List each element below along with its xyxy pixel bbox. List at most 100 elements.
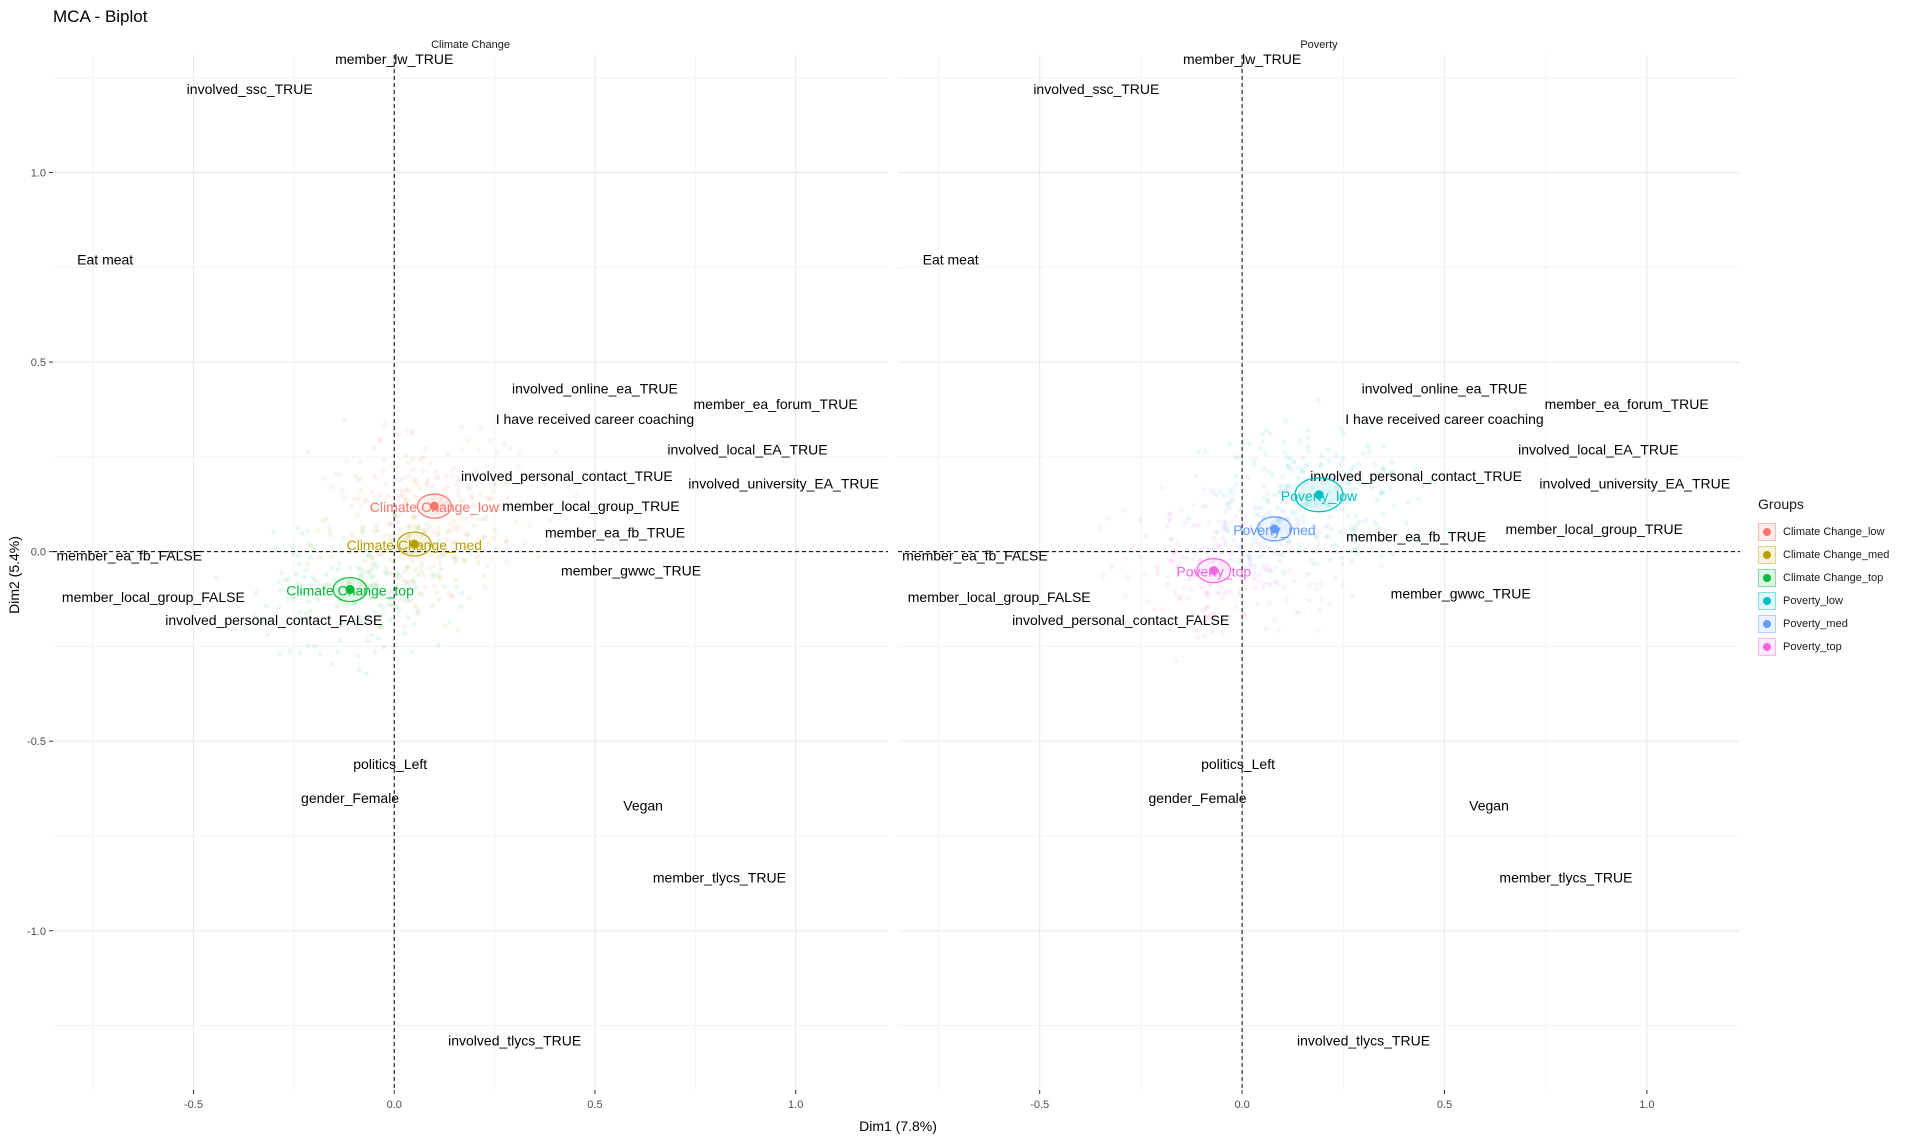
individual-point	[1285, 462, 1291, 469]
individual-point	[1122, 593, 1128, 600]
individual-point	[1325, 533, 1331, 540]
individual-point	[415, 609, 422, 615]
individual-point	[432, 543, 438, 550]
individual-point	[1176, 596, 1183, 602]
individual-point	[1280, 552, 1286, 558]
individual-point	[1297, 438, 1303, 444]
individual-point	[384, 570, 390, 576]
individual-point	[337, 593, 343, 599]
individual-point	[380, 604, 386, 610]
individual-point	[415, 523, 421, 529]
individual-point	[340, 535, 346, 541]
individual-point	[378, 624, 384, 630]
individual-point	[422, 584, 428, 590]
individual-point	[470, 502, 476, 508]
individual-point	[1323, 533, 1329, 539]
individual-point	[1363, 517, 1369, 524]
individual-point	[258, 617, 265, 623]
individual-point	[1097, 524, 1104, 531]
individual-point	[373, 580, 379, 586]
individual-point	[231, 626, 237, 632]
individual-point	[1281, 439, 1287, 445]
individual-point	[1200, 608, 1206, 614]
individual-point	[368, 582, 374, 588]
individual-point	[1299, 468, 1305, 474]
facet-title: Climate Change	[431, 39, 510, 51]
individual-point	[1221, 519, 1227, 525]
individual-point	[1216, 544, 1222, 550]
individual-point	[1305, 500, 1312, 506]
individual-point	[1228, 589, 1234, 595]
individual-point	[401, 494, 408, 500]
individual-point	[451, 518, 457, 524]
individual-point	[1270, 472, 1276, 478]
individual-point	[368, 595, 374, 601]
individual-point	[452, 528, 458, 534]
individual-point	[1290, 468, 1296, 474]
legend-item: Poverty_top	[1758, 635, 1918, 658]
individual-point	[1322, 524, 1328, 530]
individual-point	[392, 576, 398, 582]
individual-point	[315, 528, 321, 534]
individual-point	[495, 502, 502, 509]
individual-point	[483, 494, 489, 500]
individual-point	[1265, 497, 1271, 503]
individual-point	[378, 592, 384, 598]
individual-point	[305, 449, 311, 455]
individual-point	[1352, 546, 1358, 552]
individual-point	[383, 565, 389, 571]
group-centroid	[1209, 566, 1219, 576]
individual-point	[323, 516, 329, 523]
individual-point	[299, 531, 305, 537]
legend-swatch	[1763, 619, 1771, 628]
individual-point	[466, 595, 472, 601]
individual-point	[279, 570, 285, 576]
individual-point	[1373, 521, 1379, 527]
variable-label: politics_Left	[1201, 756, 1275, 772]
individual-point	[445, 529, 451, 535]
individual-point	[1260, 529, 1266, 535]
individual-point	[329, 543, 336, 550]
individual-point	[1205, 590, 1211, 596]
individual-point	[403, 429, 409, 435]
legend-label: Poverty_low	[1783, 594, 1843, 607]
individual-point	[1366, 444, 1372, 450]
individual-point	[1268, 567, 1274, 574]
individual-point	[1380, 465, 1386, 472]
individual-point	[1275, 517, 1281, 523]
individual-point	[304, 528, 310, 534]
individual-point	[1315, 397, 1322, 403]
legend-key	[1758, 522, 1776, 541]
individual-point	[405, 597, 411, 604]
individual-point	[371, 561, 377, 567]
individual-point	[398, 509, 404, 515]
individual-point	[306, 599, 312, 605]
individual-point	[1282, 523, 1288, 530]
individual-point	[413, 477, 420, 483]
individual-point	[377, 438, 383, 444]
individual-point	[369, 554, 375, 561]
individual-point	[1204, 590, 1210, 596]
individual-point	[501, 470, 507, 476]
individual-point	[1277, 488, 1284, 494]
individual-point	[1105, 516, 1111, 522]
individual-point	[306, 541, 312, 547]
individual-point	[1274, 504, 1280, 510]
individual-point	[1284, 464, 1291, 470]
individual-point	[435, 596, 441, 602]
individual-point	[346, 579, 352, 585]
individual-point	[1333, 453, 1339, 459]
individual-point	[482, 584, 488, 590]
group-label: Poverty_top	[1176, 564, 1251, 580]
individual-point	[1123, 556, 1129, 562]
variable-label: member_ea_forum_TRUE	[694, 396, 858, 412]
individual-point	[472, 478, 478, 484]
individual-point	[1283, 488, 1289, 494]
individual-point	[394, 464, 400, 470]
individual-point	[480, 573, 486, 579]
individual-point	[1246, 553, 1252, 559]
individual-point	[442, 492, 448, 499]
individual-point	[1228, 519, 1234, 525]
individual-point	[1248, 528, 1255, 534]
individual-point	[305, 592, 311, 599]
